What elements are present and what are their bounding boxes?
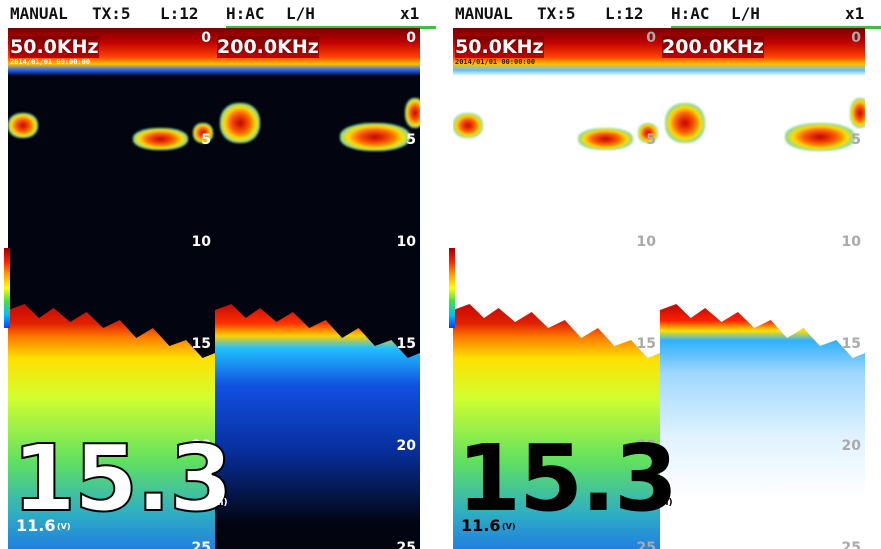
status-hue: H:AC — [671, 4, 710, 23]
sounder-panel: MANUAL TX:5 L:12 H:AC L/H x1 50.0KHz 0 5 10 15 20 25… — [0, 0, 436, 549]
color-scale — [4, 248, 10, 328]
status-level: L:12 — [160, 4, 199, 23]
depth-scale-label: 10 — [396, 234, 416, 250]
depth-scale-label: 25 — [636, 540, 656, 549]
fish-school — [133, 128, 188, 150]
fish-school — [193, 123, 213, 143]
bottom-echo — [660, 304, 865, 549]
status-mode: MANUAL — [10, 4, 68, 23]
fish-school — [785, 123, 855, 151]
depth-scale-label: 20 — [191, 438, 211, 454]
status-level: L:12 — [605, 4, 644, 23]
fish-school — [453, 113, 483, 138]
frequency-label: 50.0KHz — [455, 36, 544, 58]
depth-readout: 15.3 — [11, 424, 234, 533]
depth-scale-label: 0 — [406, 30, 416, 46]
depth-unit: (m) — [210, 498, 228, 508]
depth-scale-label: 10 — [841, 234, 861, 250]
status-mode: MANUAL — [455, 4, 513, 23]
status-tx: TX:5 — [537, 4, 576, 23]
fish-school — [578, 128, 633, 150]
status-indicator — [671, 26, 881, 29]
status-zoom: x1 — [845, 4, 865, 23]
status-bar: MANUAL TX:5 L:12 H:AC L/H x1 — [445, 0, 881, 29]
color-scale — [449, 248, 455, 328]
bottom-echo — [8, 304, 215, 549]
echogram: 50.0KHz 0 5 10 15 20 25 2014/01/01 00:00:00 — [8, 28, 215, 549]
status-bar: MANUAL TX:5 L:12 H:AC L/H x1 — [0, 0, 436, 29]
bottom-echo — [453, 304, 660, 549]
timestamp: 2014/01/01 00:00:00 — [455, 58, 536, 66]
sounder-panel: MANUAL TX:5 L:12 H:AC L/H x1 50.0KHz 0 5 10 15 20 25… — [445, 0, 881, 549]
voltage-unit: (V) — [57, 522, 71, 531]
fish-school — [340, 123, 410, 151]
depth-scale-label: 0 — [851, 30, 861, 46]
echogram: 200.0KHz 0 5 10 15 20 25 — [660, 28, 865, 549]
depth-scale-label: 5 — [406, 132, 416, 148]
fish-school — [665, 103, 705, 143]
depth-scale-label: 5 — [646, 132, 656, 148]
depth-scale-label: 15 — [841, 336, 861, 352]
status-indicator — [226, 26, 436, 29]
depth-scale-label: 5 — [851, 132, 861, 148]
depth-scale-label: 15 — [636, 336, 656, 352]
depth-scale-label: 25 — [191, 540, 211, 549]
status-tx: TX:5 — [92, 4, 131, 23]
depth-scale-label: 10 — [191, 234, 211, 250]
frequency-label: 200.0KHz — [662, 36, 764, 58]
bottom-echo — [215, 304, 420, 549]
depth-scale-label: 5 — [201, 132, 211, 148]
voltage-unit: (V) — [502, 522, 516, 531]
timestamp: 2014/01/01 00:00:00 — [10, 58, 91, 66]
depth-scale-label: 0 — [646, 30, 656, 46]
frequency-label: 50.0KHz — [10, 36, 99, 58]
depth-scale-label: 25 — [396, 540, 416, 549]
voltage-readout: 11.6 — [16, 516, 56, 535]
status-hue: H:AC — [226, 4, 265, 23]
depth-scale-label: 25 — [841, 540, 861, 549]
depth-scale-label: 20 — [396, 438, 416, 454]
depth-scale-label: 10 — [636, 234, 656, 250]
depth-scale-label: 0 — [201, 30, 211, 46]
status-zoom: x1 — [400, 4, 420, 23]
fish-school — [405, 98, 420, 128]
depth-scale-label: 20 — [636, 438, 656, 454]
status-range: L/H — [731, 4, 760, 23]
fish-school — [220, 103, 260, 143]
voltage-readout: 11.6 — [461, 516, 501, 535]
depth-unit: (m) — [655, 498, 673, 508]
depth-scale-label: 20 — [841, 438, 861, 454]
echogram: 50.0KHz 0 5 10 15 20 25 2014/01/01 00:00:00 — [453, 28, 660, 549]
depth-readout: 15.3 — [457, 425, 678, 532]
echogram: 200.0KHz 0 5 10 15 20 25 — [215, 28, 420, 549]
fish-school — [638, 123, 658, 143]
frequency-label: 200.0KHz — [217, 36, 319, 58]
fish-school — [8, 113, 38, 138]
depth-scale-label: 15 — [191, 336, 211, 352]
depth-scale-label: 15 — [396, 336, 416, 352]
status-range: L/H — [286, 4, 315, 23]
fish-school — [850, 98, 865, 128]
